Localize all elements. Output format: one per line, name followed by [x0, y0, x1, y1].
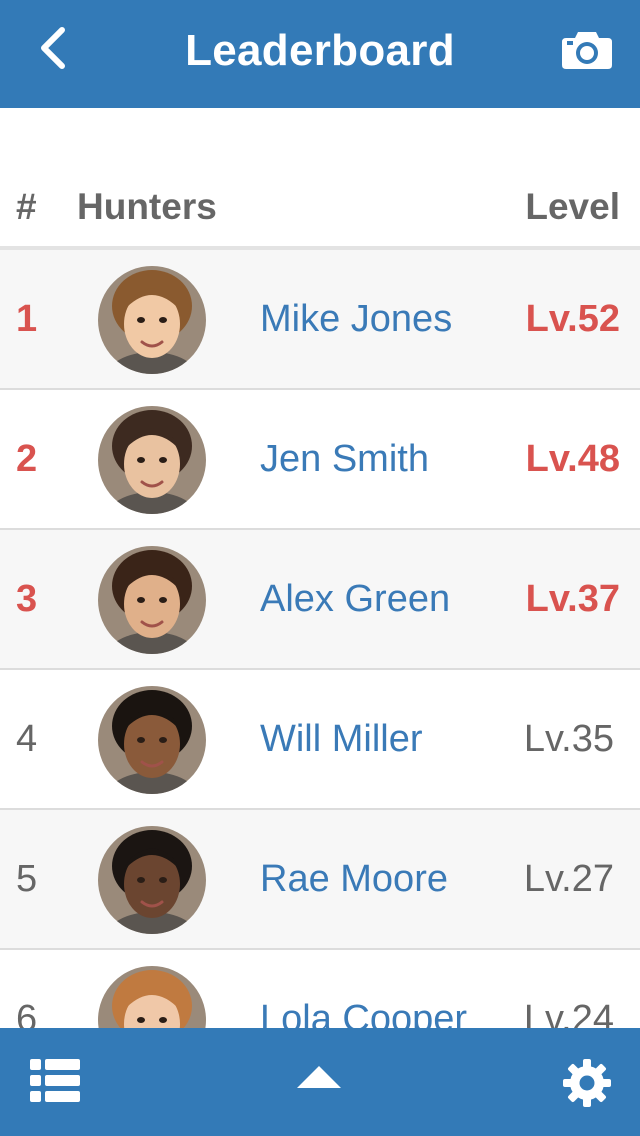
table-row[interactable]: 1 Mike Jones Lv.52	[0, 250, 640, 390]
table-row[interactable]: 4 Will Miller Lv.35	[0, 670, 640, 810]
rank-number: 6	[16, 998, 38, 1028]
scroll-up-button[interactable]	[296, 1064, 342, 1090]
rank-number: 1	[16, 298, 38, 340]
camera-icon	[562, 32, 612, 69]
hunters-column-header: Hunters	[77, 186, 217, 227]
avatar	[98, 686, 206, 794]
gear-icon	[563, 1059, 611, 1107]
hunter-level: Lv.48	[525, 438, 620, 480]
person-icon	[98, 826, 206, 934]
avatar	[98, 826, 206, 934]
hunter-level: Lv.35	[523, 718, 614, 760]
hunter-name[interactable]: Will Miller	[260, 718, 423, 760]
avatar	[98, 966, 206, 1028]
person-icon	[98, 266, 206, 374]
rank-number: 3	[16, 578, 38, 620]
person-icon	[98, 686, 206, 794]
leaderboard-list[interactable]: 1 Mike Jones Lv.52 2 Jen Smith Lv.48 3 A…	[0, 250, 640, 1028]
page-title: Leaderboard	[185, 26, 455, 75]
table-row[interactable]: 5 Rae Moore Lv.27	[0, 810, 640, 950]
avatar	[98, 406, 206, 514]
hunter-name[interactable]: Mike Jones	[260, 298, 453, 340]
table-row[interactable]: 3 Alex Green Lv.37	[0, 530, 640, 670]
rank-column-header: #	[16, 186, 37, 227]
hunter-level: Lv.52	[525, 298, 620, 340]
rank-number: 4	[16, 718, 38, 760]
table-row[interactable]: 2 Jen Smith Lv.48	[0, 390, 640, 530]
top-nav-bar: Leaderboard	[0, 0, 640, 108]
level-column-header: Level	[525, 186, 620, 227]
list-icon	[30, 1059, 80, 1102]
hunter-name[interactable]: Jen Smith	[260, 438, 429, 480]
person-icon	[98, 966, 206, 1028]
rank-number: 5	[16, 858, 38, 900]
hunter-name[interactable]: Alex Green	[260, 578, 451, 620]
person-icon	[98, 406, 206, 514]
back-button[interactable]	[34, 24, 74, 74]
person-icon	[98, 546, 206, 654]
hunter-level: Lv.24	[523, 998, 614, 1028]
caret-up-icon	[297, 1066, 341, 1088]
hunter-level: Lv.37	[525, 578, 620, 620]
avatar	[98, 546, 206, 654]
hunter-level: Lv.27	[523, 858, 614, 900]
camera-button[interactable]	[561, 28, 613, 72]
list-button[interactable]	[30, 1058, 80, 1104]
avatar	[98, 266, 206, 374]
rank-number: 2	[16, 438, 38, 480]
hunter-name[interactable]: Lola Cooper	[260, 998, 468, 1028]
settings-button[interactable]	[562, 1058, 612, 1108]
hunter-name[interactable]: Rae Moore	[260, 858, 448, 900]
table-header: # Hunters Level	[0, 108, 640, 250]
chevron-left-icon	[41, 27, 65, 69]
table-row[interactable]: 6 Lola Cooper Lv.24	[0, 950, 640, 1028]
bottom-toolbar	[0, 1028, 640, 1136]
